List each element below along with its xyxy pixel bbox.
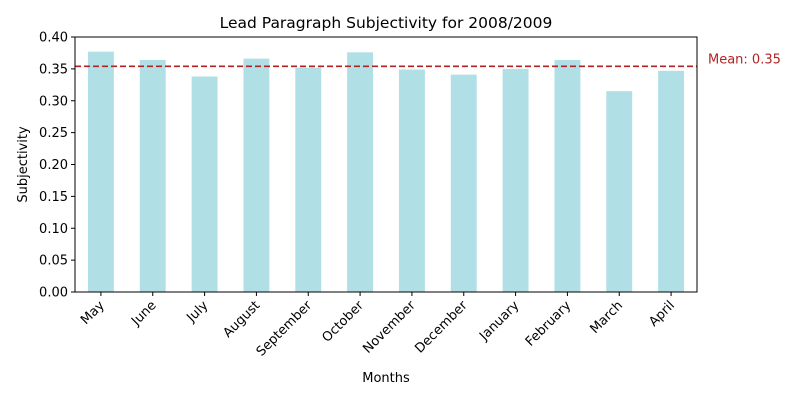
bar-january xyxy=(502,68,529,292)
x-tick-label: September xyxy=(254,298,316,360)
y-tick-label: 0.40 xyxy=(39,31,68,46)
y-tick-label: 0.25 xyxy=(39,126,68,141)
bar-august xyxy=(243,58,270,292)
y-axis-ticks: 0.00 0.05 0.10 0.15 0.20 0.25 0.30 0.35 0.40 xyxy=(39,31,75,301)
y-tick-label: 0.10 xyxy=(39,222,68,237)
x-tick-label: November xyxy=(360,298,419,357)
bar-may xyxy=(87,51,114,292)
bar-october xyxy=(347,52,374,292)
y-tick-label: 0.20 xyxy=(39,158,68,173)
y-tick-label: 0.35 xyxy=(39,62,68,77)
x-tick-label: April xyxy=(646,298,678,330)
x-tick-label: June xyxy=(128,298,159,329)
x-tick-label: March xyxy=(587,298,626,337)
x-axis-label: Months xyxy=(362,371,410,386)
x-tick-label: February xyxy=(523,298,575,350)
mean-label: Mean: 0.35 xyxy=(708,52,781,67)
x-tick-label: May xyxy=(78,298,108,328)
bars-group xyxy=(87,51,685,293)
plot-frame xyxy=(74,36,698,293)
bar-november xyxy=(398,69,425,292)
bar-april xyxy=(658,70,685,292)
bar-february xyxy=(554,59,581,293)
x-tick-label: October xyxy=(320,298,368,346)
bar-july xyxy=(191,76,218,293)
bar-march xyxy=(606,91,633,292)
bar-june xyxy=(139,59,166,293)
x-tick-label: July xyxy=(184,298,212,326)
x-tick-label: January xyxy=(476,298,522,344)
x-tick-label: August xyxy=(220,298,263,341)
bar-september xyxy=(295,67,322,292)
y-axis-label: Subjectivity xyxy=(16,126,31,203)
x-tick-label: December xyxy=(412,298,471,357)
bar-december xyxy=(450,74,477,292)
y-tick-label: 0.00 xyxy=(39,286,68,301)
chart-title: Lead Paragraph Subjectivity for 2008/200… xyxy=(220,14,553,32)
y-tick-label: 0.15 xyxy=(39,190,68,205)
y-tick-label: 0.05 xyxy=(39,254,68,269)
y-tick-label: 0.30 xyxy=(39,94,68,109)
